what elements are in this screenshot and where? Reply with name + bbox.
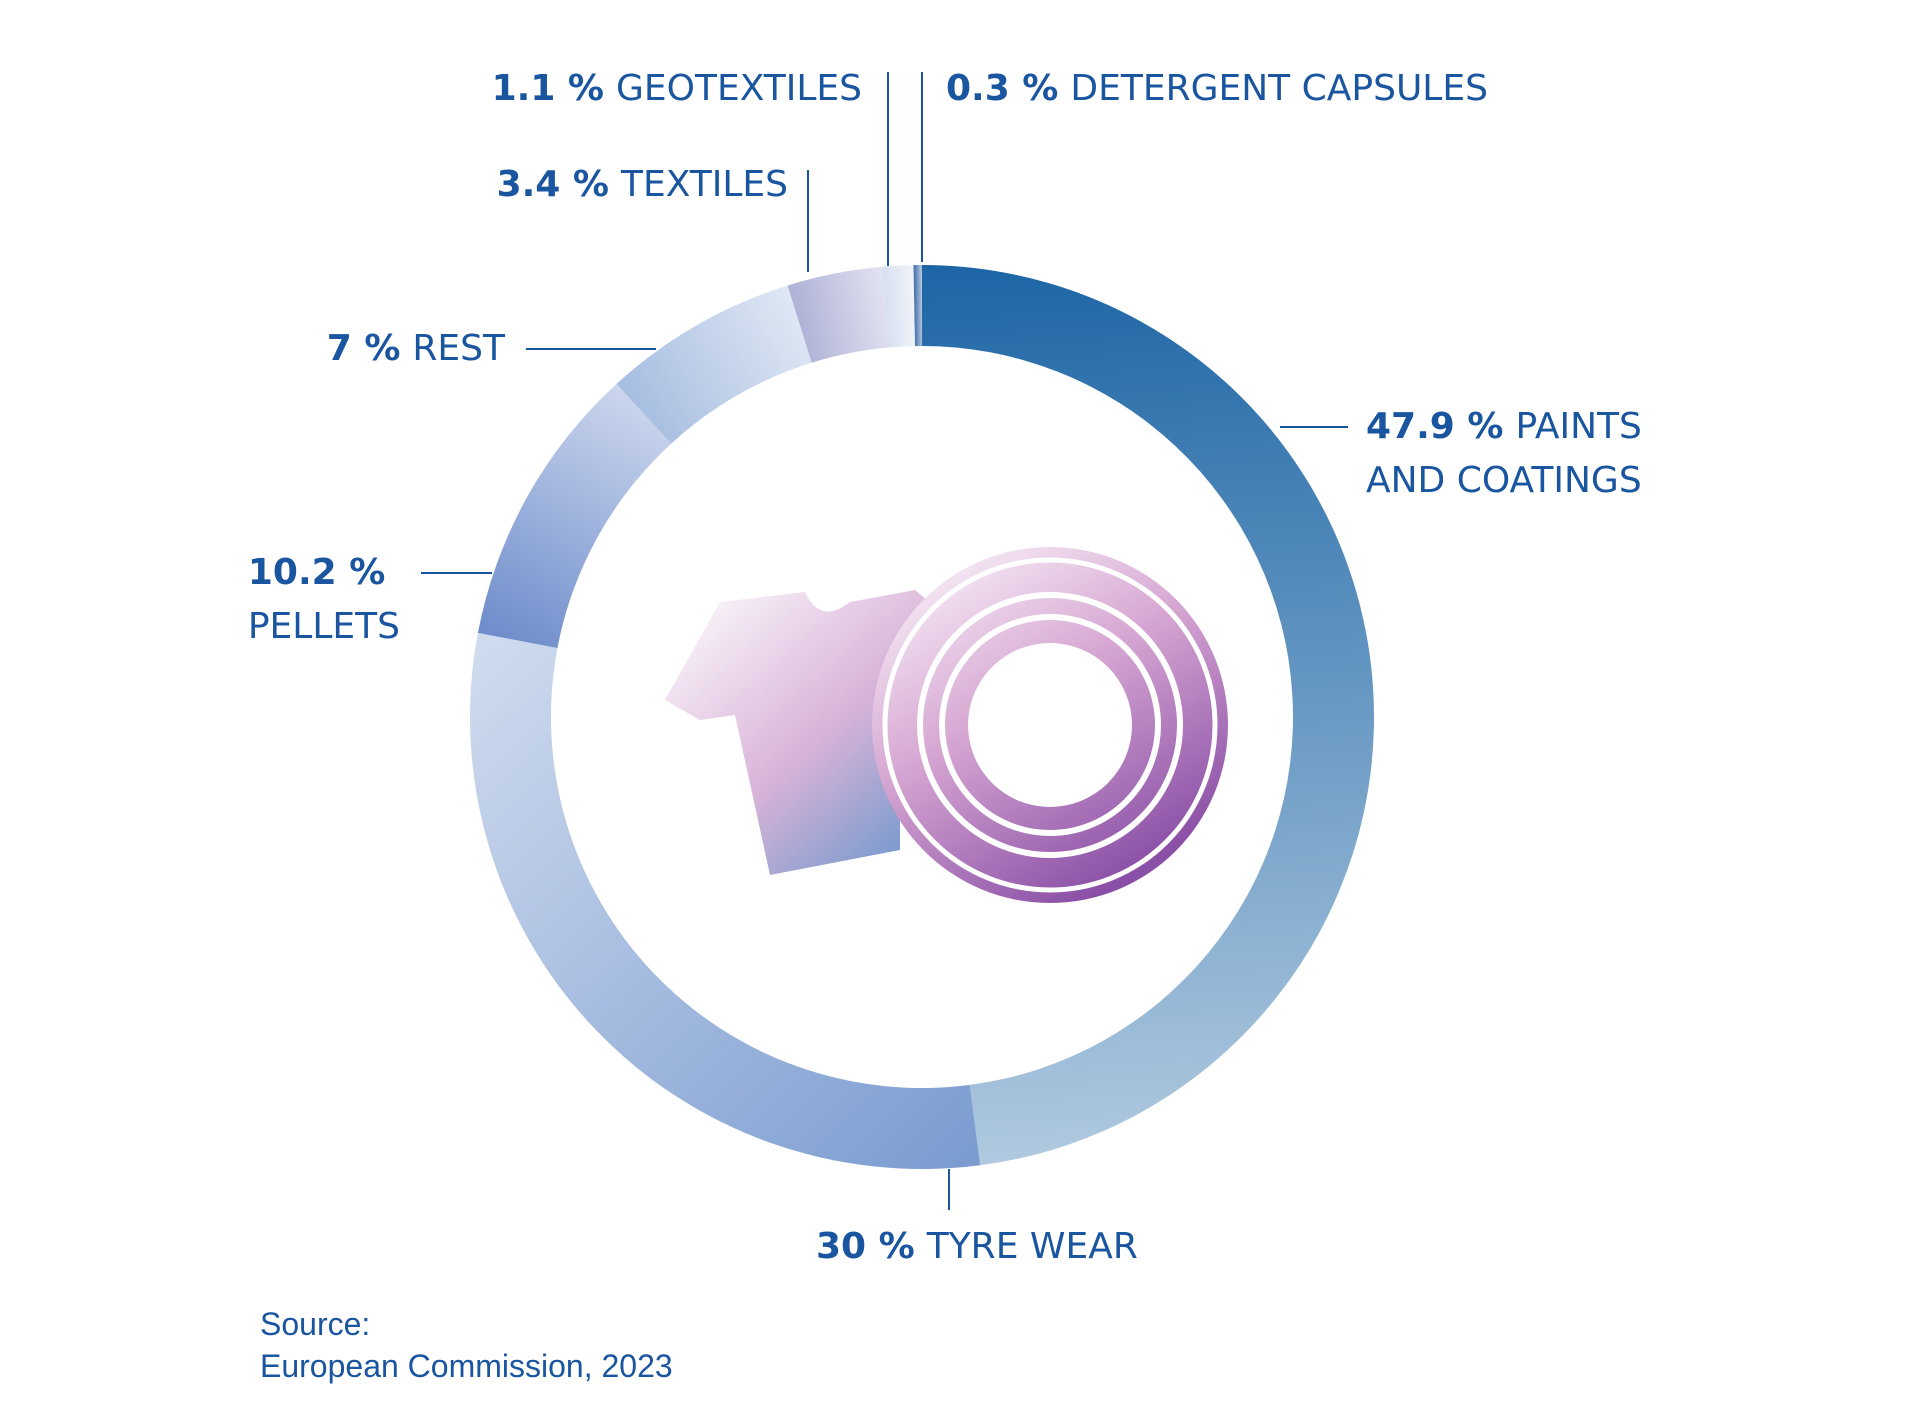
slice-label: 47.9 % PAINTS AND COATINGS (1366, 400, 1666, 508)
donut-segment (470, 632, 981, 1169)
icon (665, 547, 1228, 903)
source-label: Source: (260, 1306, 371, 1342)
category-label: DETERGENT CAPSULES (1070, 68, 1488, 109)
slice-label: 10.2 % PELLETS (248, 546, 400, 654)
value-label: 7 % (326, 328, 401, 369)
category-label: TEXTILES (620, 164, 788, 205)
value-label: 3.4 % (496, 164, 609, 205)
value-label: 47.9 % (1366, 406, 1504, 447)
category-label: TYRE WEAR (926, 1226, 1138, 1267)
slice-label: 30 % TYRE WEAR (816, 1220, 1138, 1274)
source: European Commission, 2023 (260, 1348, 673, 1384)
slice-label: 3.4 % TEXTILES (497, 158, 788, 212)
donut-segment (477, 383, 672, 648)
value-label: 1.1 % (491, 68, 604, 109)
category-label: GEOTEXTILES (615, 68, 862, 109)
value-label: 0.3 % (946, 68, 1059, 109)
category-label: PAINTS AND COATINGS (1366, 406, 1642, 501)
value-label: 10.2 % (247, 552, 386, 593)
category-label: PELLETS (247, 606, 400, 647)
slice-label: 7 % REST (327, 322, 505, 376)
slice-label: 1.1 % GEOTEXTILES (492, 62, 862, 116)
donut-segment (616, 285, 812, 444)
donut-segment (787, 266, 890, 363)
donut-segment (913, 265, 922, 347)
donut-segment (882, 265, 916, 348)
category-label: REST (412, 328, 505, 369)
value-label: 30 % (816, 1226, 915, 1267)
slice-label: 0.3 % DETERGENT CAPSULES (946, 62, 1488, 116)
donut-segment (922, 265, 1374, 1166)
